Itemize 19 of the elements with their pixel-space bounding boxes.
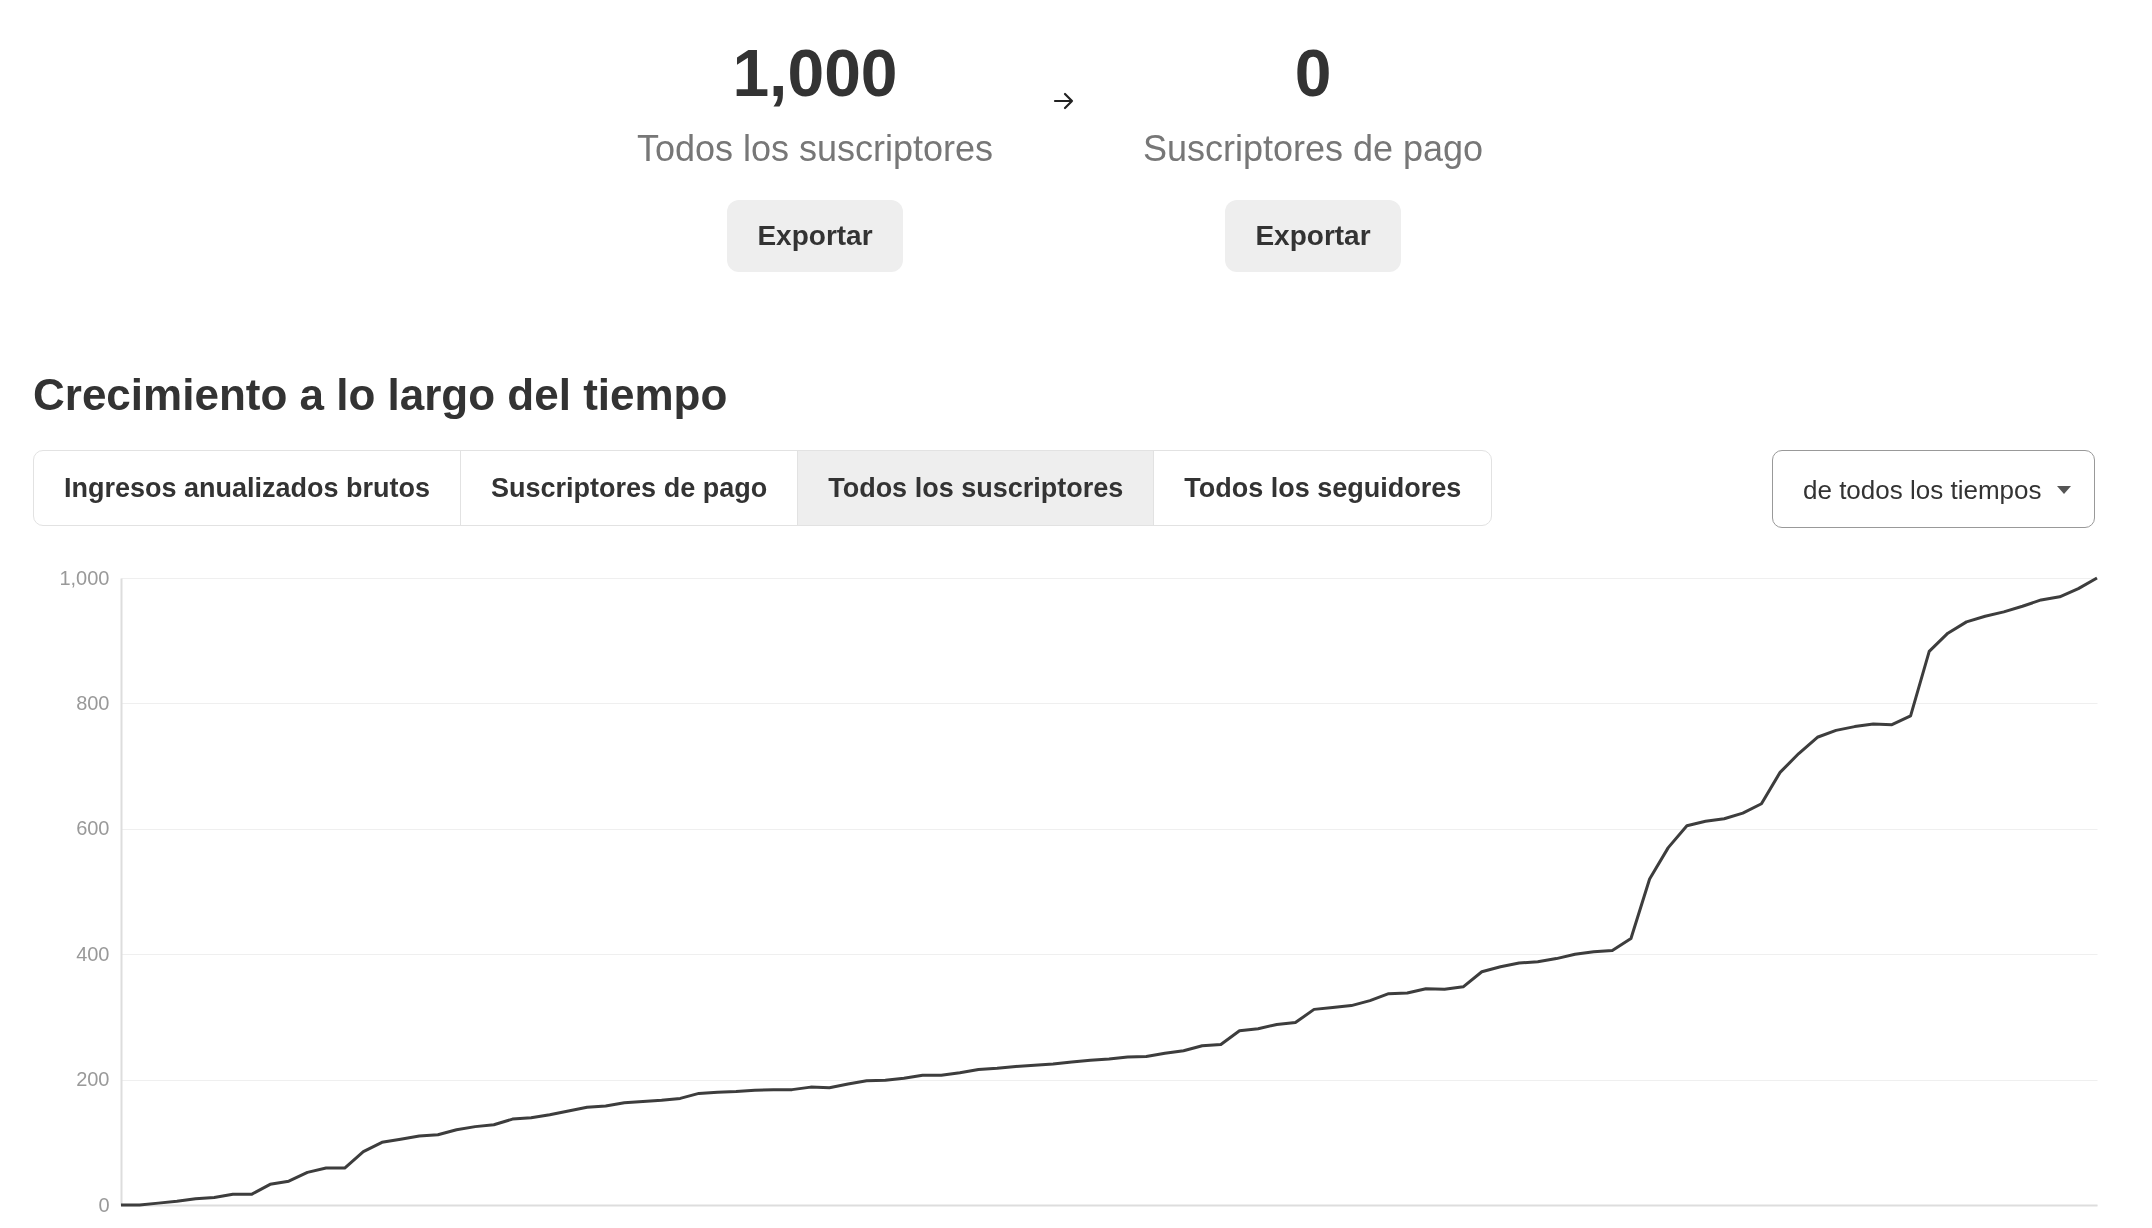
text: 0 [1293,36,1333,110]
text: Exportar [727,200,903,272]
text: Ingresos anualizados brutos [34,451,462,525]
text: Exportar [1225,200,1401,272]
y-tick-label: 600 [76,817,110,840]
text: Todos los suscriptores [798,451,1155,525]
y-tick-label: 200 [76,1068,110,1091]
y-tick-label: 800 [76,691,110,714]
y-tick-label: 0 [98,1193,110,1216]
y-tick-label: 1,000 [59,566,110,589]
text: Suscriptores de pago [1141,128,1485,170]
text: de todos los tiempos [1772,450,2095,528]
line-series [119,576,2099,1207]
chart-title: Crecimiento a lo largo del tiempo [33,370,728,420]
text: Suscriptores de pago [461,451,799,525]
y-tick-label: 400 [76,942,110,965]
text: Todos los suscriptores [635,128,995,170]
text: 1,000 [731,36,899,110]
text: Todos los seguidores [1183,472,1463,505]
